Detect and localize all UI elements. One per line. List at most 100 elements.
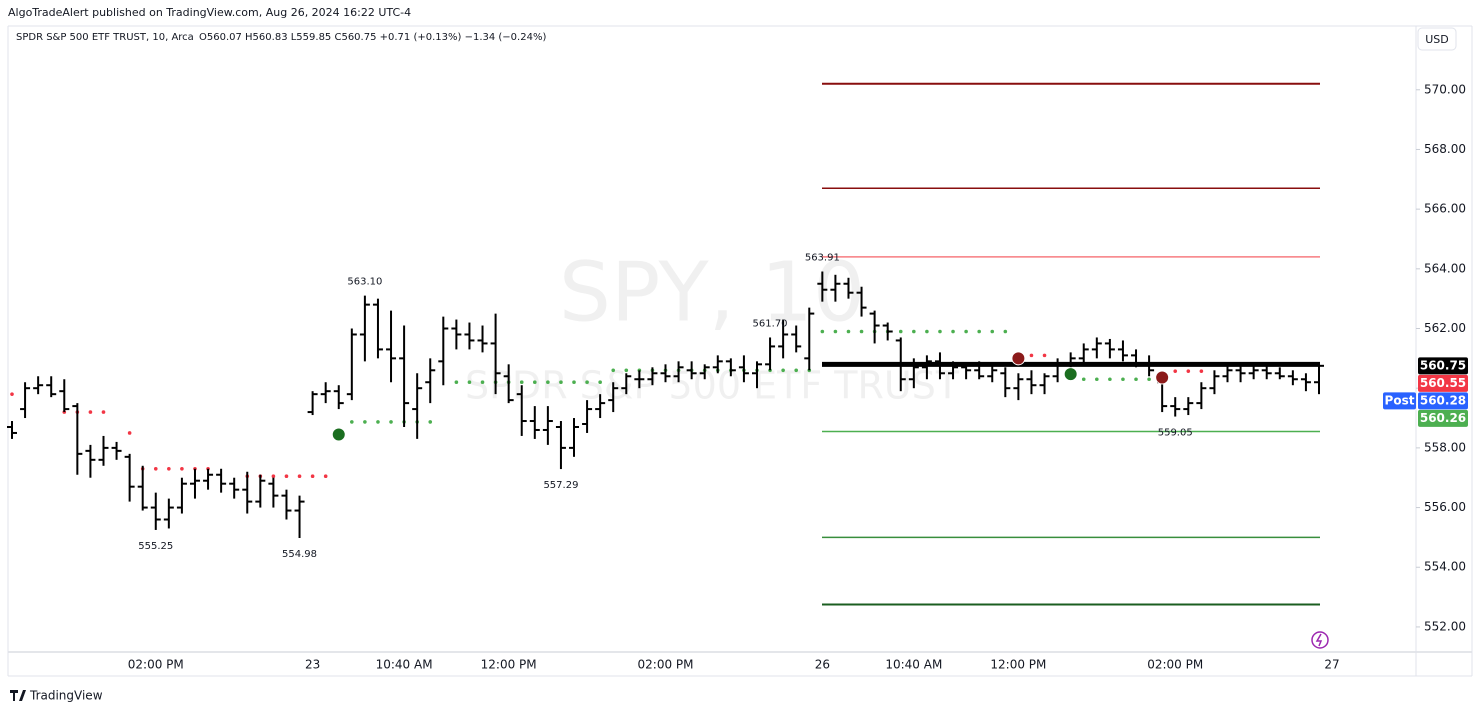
stop-dot xyxy=(1029,353,1034,358)
watermark: SPY, 10 xyxy=(559,245,865,340)
brand-logo xyxy=(10,690,26,701)
stop-dot xyxy=(180,466,184,471)
stop-dot xyxy=(1147,377,1151,382)
stop-dot xyxy=(376,420,380,424)
stop-dot xyxy=(598,380,602,385)
price-badge-label: 560.26 xyxy=(1420,411,1466,425)
stop-dot xyxy=(10,392,14,396)
stop-dot xyxy=(624,368,629,373)
y-tick-label: 570.00 xyxy=(1424,82,1466,96)
y-tick-label: 564.00 xyxy=(1424,261,1466,275)
session-tag-label: Post xyxy=(1385,393,1415,407)
stop-dot xyxy=(559,380,563,385)
stop-dot xyxy=(1134,377,1138,382)
y-tick-label: 558.00 xyxy=(1424,440,1466,454)
stop-dot xyxy=(925,329,929,334)
stop-dot xyxy=(1173,369,1178,373)
stop-dot xyxy=(519,380,524,385)
stop-dot xyxy=(898,329,903,334)
stop-dot xyxy=(323,474,328,479)
y-tick-label: 554.00 xyxy=(1424,560,1466,574)
signal xyxy=(331,427,346,442)
x-tick-label: 10:40 AM xyxy=(885,658,942,672)
legend-values: O560.07 H560.83 L559.85 C560.75 +0.71 (+… xyxy=(199,32,546,43)
stop-dot xyxy=(1199,369,1204,373)
stop-dot xyxy=(820,329,825,334)
x-tick-label: 02:00 PM xyxy=(128,658,184,672)
stop-dot xyxy=(833,329,838,334)
x-tick-label: 27 xyxy=(1324,658,1339,672)
stop-dot xyxy=(297,474,302,479)
extreme-label: 557.29 xyxy=(543,480,578,491)
stop-dot xyxy=(467,380,472,385)
y-tick-label: 562.00 xyxy=(1424,321,1466,335)
stop-dot xyxy=(271,474,276,479)
stop-dot xyxy=(153,466,158,471)
extreme-label: 561.70 xyxy=(753,318,788,329)
x-tick-label: 12:00 PM xyxy=(990,658,1046,672)
stop-dot xyxy=(533,380,537,385)
stop-dot xyxy=(964,329,968,334)
brand: TradingView xyxy=(29,689,103,703)
watermark-name: SPDR S&P 500 ETF TRUST xyxy=(465,364,960,408)
legend-symbol: SPDR S&P 500 ETF TRUST, 10, Arca xyxy=(16,32,194,43)
stop-dot xyxy=(977,329,981,334)
price-badge xyxy=(1418,357,1468,375)
stop-dot xyxy=(1121,377,1125,382)
stop-dot xyxy=(781,368,785,373)
stop-dot xyxy=(310,474,315,479)
x-tick-label: 23 xyxy=(305,658,320,672)
stop-dot xyxy=(454,380,459,385)
currency-button[interactable] xyxy=(1417,27,1457,51)
stop-dot xyxy=(585,380,589,385)
stop-dot xyxy=(794,368,798,373)
stop-dot xyxy=(428,420,433,424)
stop-dot xyxy=(127,431,132,435)
stop-dot xyxy=(990,329,995,334)
stop-dot xyxy=(912,329,916,334)
stop-dot xyxy=(846,329,851,334)
price-badge-label: 560.75 xyxy=(1420,358,1466,372)
stop-dot xyxy=(938,329,942,334)
stop-dot xyxy=(1003,329,1008,334)
y-tick-label: 568.00 xyxy=(1424,142,1466,156)
stop-dot xyxy=(1095,377,1099,382)
stop-dot xyxy=(572,380,576,385)
alert-icon[interactable] xyxy=(1311,631,1329,649)
price-badge xyxy=(1418,374,1468,392)
stop-dot xyxy=(363,420,367,424)
extreme-label: 559.05 xyxy=(1158,428,1193,439)
extreme-label: 563.91 xyxy=(805,253,840,264)
price-badge-label: 560.28 xyxy=(1420,393,1466,407)
x-tick-label: 02:00 PM xyxy=(638,658,694,672)
stop-dot xyxy=(101,410,106,414)
stop-dot xyxy=(859,329,864,334)
x-tick-label: 02:00 PM xyxy=(1147,658,1203,672)
stop-dot xyxy=(284,474,289,479)
signal xyxy=(1155,370,1170,385)
stop-dot xyxy=(88,410,93,414)
alert-icon-bolt xyxy=(1315,633,1323,647)
price-badge xyxy=(1418,392,1468,410)
x-tick-label: 26 xyxy=(815,658,830,672)
publisher: AlgoTradeAlert published on TradingView.… xyxy=(8,6,411,19)
extreme-label: 555.25 xyxy=(138,541,173,552)
price-badge xyxy=(1418,409,1468,427)
stop-dot xyxy=(951,329,955,334)
price-badge-label: 560.55 xyxy=(1420,376,1466,390)
stop-dot xyxy=(1186,369,1191,373)
plot: 570.00568.00566.00564.00562.00560.00558.… xyxy=(7,82,1468,672)
x-tick-label: 12:00 PM xyxy=(481,658,537,672)
stop-dot xyxy=(389,420,393,424)
signal xyxy=(1063,367,1078,382)
y-tick-label: 556.00 xyxy=(1424,500,1466,514)
y-tick-label: 566.00 xyxy=(1424,202,1466,216)
stop-dot xyxy=(1042,353,1047,358)
signal xyxy=(1011,351,1026,366)
stop-dot xyxy=(167,466,171,471)
session-tag xyxy=(1383,392,1416,410)
currency[interactable]: USD xyxy=(1425,33,1449,46)
extreme-label: 563.10 xyxy=(347,277,382,288)
